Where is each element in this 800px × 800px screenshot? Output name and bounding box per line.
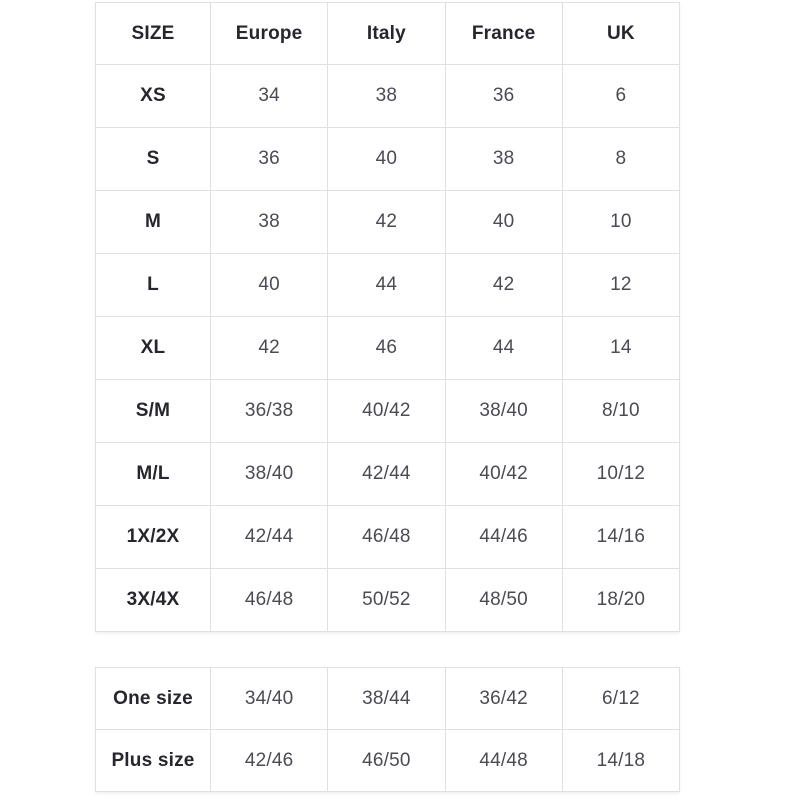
table-cell: 40/42 xyxy=(444,442,563,506)
table-cell: 14/18 xyxy=(561,729,681,792)
table-cell: 14/16 xyxy=(561,505,681,569)
table-row: 1X/2X 42/44 46/48 44/46 14/16 xyxy=(95,505,681,569)
row-label: L xyxy=(95,253,211,317)
row-label-plus-size: Plus size xyxy=(95,729,211,792)
table-cell: 14 xyxy=(561,316,681,380)
table-row: L 40 44 42 12 xyxy=(95,253,681,317)
table-cell: 48/50 xyxy=(444,568,563,632)
table-cell: 42/46 xyxy=(209,729,329,792)
row-label: M xyxy=(95,190,211,254)
table-cell: 18/20 xyxy=(561,568,681,632)
table-cell: 36/38 xyxy=(209,379,329,443)
table-cell: 38 xyxy=(444,127,563,191)
row-label: S/M xyxy=(95,379,211,443)
column-header-size: SIZE xyxy=(95,2,211,65)
table-cell: 38/40 xyxy=(444,379,563,443)
column-header-europe: Europe xyxy=(209,2,329,65)
table-cell: 40 xyxy=(209,253,329,317)
table-cell: 44/46 xyxy=(444,505,563,569)
row-label: M/L xyxy=(95,442,211,506)
table-cell: 44/48 xyxy=(444,729,563,792)
table-cell: 34/40 xyxy=(209,667,329,730)
column-header-italy: Italy xyxy=(327,2,446,65)
table-cell: 50/52 xyxy=(327,568,446,632)
size-conversion-table: SIZE Europe Italy France UK XS 34 38 36 … xyxy=(95,2,681,632)
table-cell: 6/12 xyxy=(561,667,681,730)
table-cell: 42/44 xyxy=(209,505,329,569)
table-row: XS 34 38 36 6 xyxy=(95,64,681,128)
table-cell: 40 xyxy=(327,127,446,191)
table-cell: 12 xyxy=(561,253,681,317)
special-sizes-table: One size 34/40 38/44 36/42 6/12 Plus siz… xyxy=(95,667,681,792)
header-row: SIZE Europe Italy France UK xyxy=(95,2,681,65)
table-cell: 10 xyxy=(561,190,681,254)
row-label: XL xyxy=(95,316,211,380)
table-cell: 44 xyxy=(327,253,446,317)
table-cell: 6 xyxy=(561,64,681,128)
row-label: XS xyxy=(95,64,211,128)
table-cell: 36 xyxy=(444,64,563,128)
table-cell: 34 xyxy=(209,64,329,128)
table-cell: 10/12 xyxy=(561,442,681,506)
table-row: 3X/4X 46/48 50/52 48/50 18/20 xyxy=(95,568,681,632)
table-cell: 42 xyxy=(444,253,563,317)
table-cell: 44 xyxy=(444,316,563,380)
table-row: S/M 36/38 40/42 38/40 8/10 xyxy=(95,379,681,443)
table-cell: 40 xyxy=(444,190,563,254)
table-cell: 40/42 xyxy=(327,379,446,443)
table-cell: 46/50 xyxy=(327,729,446,792)
table-cell: 46 xyxy=(327,316,446,380)
table-row: S 36 40 38 8 xyxy=(95,127,681,191)
table-cell: 36 xyxy=(209,127,329,191)
table-row: XL 42 46 44 14 xyxy=(95,316,681,380)
column-header-france: France xyxy=(444,2,563,65)
table-row: M 38 42 40 10 xyxy=(95,190,681,254)
table-cell: 36/42 xyxy=(444,667,563,730)
table-cell: 38 xyxy=(327,64,446,128)
table-cell: 42 xyxy=(327,190,446,254)
table-cell: 38/44 xyxy=(327,667,446,730)
row-label: 1X/2X xyxy=(95,505,211,569)
column-header-uk: UK xyxy=(561,2,681,65)
table-cell: 42/44 xyxy=(327,442,446,506)
table-cell: 38 xyxy=(209,190,329,254)
table-cell: 46/48 xyxy=(209,568,329,632)
table-cell: 8/10 xyxy=(561,379,681,443)
row-label: 3X/4X xyxy=(95,568,211,632)
table-row: Plus size 42/46 46/50 44/48 14/18 xyxy=(95,729,681,792)
table-cell: 42 xyxy=(209,316,329,380)
table-row: M/L 38/40 42/44 40/42 10/12 xyxy=(95,442,681,506)
row-label-one-size: One size xyxy=(95,667,211,730)
table-cell: 46/48 xyxy=(327,505,446,569)
table-cell: 8 xyxy=(561,127,681,191)
table-row: One size 34/40 38/44 36/42 6/12 xyxy=(95,667,681,730)
table-cell: 38/40 xyxy=(209,442,329,506)
row-label: S xyxy=(95,127,211,191)
